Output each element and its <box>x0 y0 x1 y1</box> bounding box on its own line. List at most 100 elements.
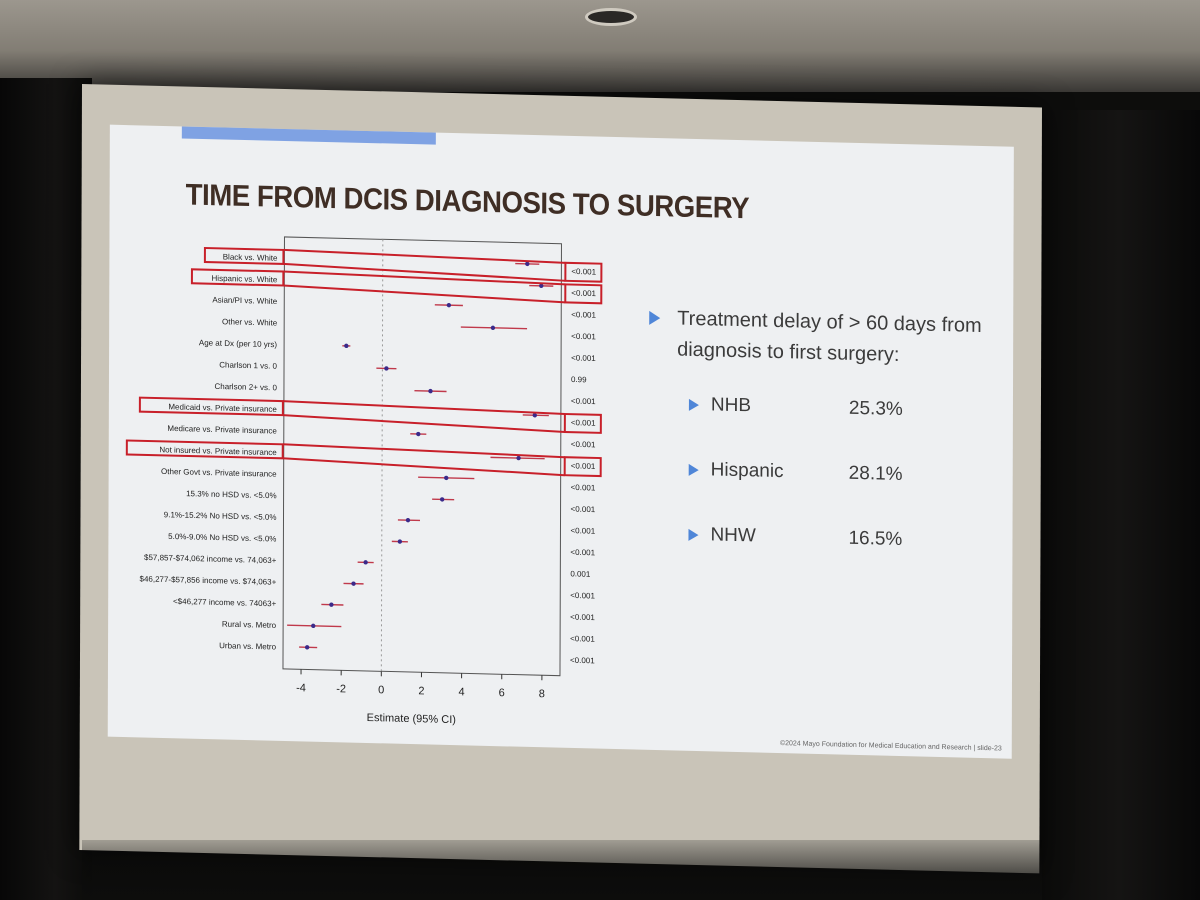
row-label: Not insured vs. Private insurance <box>159 445 277 457</box>
point-estimate <box>329 602 334 607</box>
row-label: Other vs. White <box>222 317 278 327</box>
p-value: <0.001 <box>571 483 596 493</box>
row-label: Medicare vs. Private insurance <box>167 424 277 436</box>
p-value: 0.99 <box>571 375 587 384</box>
x-tick-label: 2 <box>418 685 424 697</box>
row-label: 9.1%-15.2% No HSD vs. <5.0% <box>164 510 277 522</box>
slide: TIME FROM DCIS DIAGNOSIS TO SURGERY -4 -2… <box>107 124 1014 759</box>
bullet-arrow-icon <box>688 398 699 412</box>
point-estimate <box>344 343 349 349</box>
row-label: Charlson 1 vs. 0 <box>219 360 277 370</box>
x-tick-label: -2 <box>336 683 346 695</box>
sub-bullet-label: NHW <box>710 524 756 547</box>
sub-bullet-label: Hispanic <box>710 459 784 483</box>
forest-plot: -4 -2 0 2 4 6 8 Estimate (95% CI) Black vs. Whit… <box>125 236 603 726</box>
bullet-arrow-icon <box>688 528 699 542</box>
x-tick-label: 0 <box>378 684 384 696</box>
sub-bullet-nhb: NHB 25.3% <box>688 394 989 431</box>
screen-bottom-shadow <box>82 840 1042 900</box>
row-label: Asian/PI vs. White <box>212 295 277 306</box>
highlight-pvalue-box <box>564 283 603 305</box>
row-label: Charlson 2+ vs. 0 <box>214 382 277 393</box>
highlight-label-box <box>190 268 285 287</box>
p-value: <0.001 <box>570 634 595 644</box>
p-value: <0.001 <box>571 353 596 363</box>
row-label: 5.0%-9.0% No HSD vs. <5.0% <box>168 532 276 544</box>
p-value: <0.001 <box>570 656 595 666</box>
x-tick-label: 6 <box>499 687 505 699</box>
row-label: Age at Dx (per 10 yrs) <box>199 338 278 349</box>
p-value: <0.001 <box>570 591 595 601</box>
highlight-bottom-edge <box>282 457 565 477</box>
highlight-top-edge <box>282 400 565 416</box>
highlight-pvalue-box <box>564 261 603 283</box>
x-tick-label: 4 <box>458 686 464 698</box>
highlight-label-box <box>138 396 284 417</box>
sub-bullet-value: 28.1% <box>848 462 903 486</box>
p-value: <0.001 <box>570 613 595 623</box>
point-estimate <box>439 497 445 502</box>
main-bullet-text: Treatment delay of > 60 days from diagno… <box>677 307 982 366</box>
main-bullet: Treatment delay of > 60 days from diagno… <box>649 303 989 373</box>
p-value: <0.001 <box>571 440 596 450</box>
highlight-label-box <box>203 246 285 265</box>
highlight-bottom-edge <box>283 284 566 304</box>
ceiling-light <box>585 8 637 26</box>
row-label: Other Govt vs. Private insurance <box>161 467 277 479</box>
row-label: 15.3% no HSD vs. <5.0% <box>186 489 277 500</box>
p-value: <0.001 <box>571 505 596 515</box>
highlight-label-box <box>125 439 284 460</box>
highlight-top-edge <box>283 270 566 286</box>
point-estimate <box>311 623 316 629</box>
row-label: Black vs. White <box>223 252 278 262</box>
highlight-bottom-edge <box>283 262 566 282</box>
projection-screen: TIME FROM DCIS DIAGNOSIS TO SURGERY -4 -2… <box>79 84 1042 874</box>
left-curtain <box>0 78 92 900</box>
point-estimate <box>405 517 411 523</box>
row-label: Hispanic vs. White <box>212 274 278 285</box>
point-estimate <box>351 581 356 586</box>
p-value: <0.001 <box>570 526 595 536</box>
row-label: Urban vs. Metro <box>219 641 276 651</box>
point-estimate <box>516 455 521 461</box>
highlight-top-edge <box>283 248 566 264</box>
row-label: <$46,277 income vs. 74063+ <box>173 597 277 609</box>
point-estimate <box>490 325 496 331</box>
bullet-arrow-icon <box>688 463 699 477</box>
sub-bullet-nhw: NHW 16.5% <box>688 524 988 561</box>
sub-bullet-value: 25.3% <box>848 397 903 421</box>
point-estimate <box>428 388 433 394</box>
sub-bullet-hispanic: Hispanic 28.1% <box>688 459 989 496</box>
sub-bullet-value: 16.5% <box>848 527 903 551</box>
row-label: Rural vs. Metro <box>222 620 277 630</box>
p-value: 0.001 <box>570 569 591 579</box>
highlight-pvalue-box <box>563 412 602 434</box>
ceiling <box>0 0 1200 92</box>
bullet-panel: Treatment delay of > 60 days from diagno… <box>649 303 989 550</box>
point-estimate <box>397 539 403 544</box>
highlight-pvalue-box <box>563 456 602 478</box>
x-tick-label: 8 <box>539 688 545 700</box>
copyright-footer: ©2024 Mayo Foundation for Medical Educat… <box>779 740 1002 753</box>
right-curtain <box>1040 110 1200 900</box>
p-value: <0.001 <box>571 418 596 428</box>
reference-line <box>380 239 384 672</box>
point-estimate <box>304 645 310 650</box>
point-estimate <box>416 431 421 437</box>
point-estimate <box>444 475 449 481</box>
p-value: <0.001 <box>571 267 596 277</box>
x-tick-label: -4 <box>296 682 306 694</box>
point-estimate <box>525 261 530 267</box>
point-estimate <box>532 413 537 418</box>
point-estimate <box>384 366 389 371</box>
p-value: <0.001 <box>570 548 595 558</box>
row-label: $46,277-$57,856 income vs. $74,063+ <box>139 574 276 586</box>
p-value: <0.001 <box>571 461 596 471</box>
point-estimate <box>539 283 544 289</box>
row-label: Medicaid vs. Private insurance <box>168 402 277 414</box>
row-label: $57,857-$74,062 income vs. 74,063+ <box>144 553 277 565</box>
point-estimate <box>363 560 368 565</box>
p-value: <0.001 <box>571 332 596 342</box>
p-value: <0.001 <box>571 289 596 299</box>
x-axis-label: Estimate (95% CI) <box>367 712 456 726</box>
